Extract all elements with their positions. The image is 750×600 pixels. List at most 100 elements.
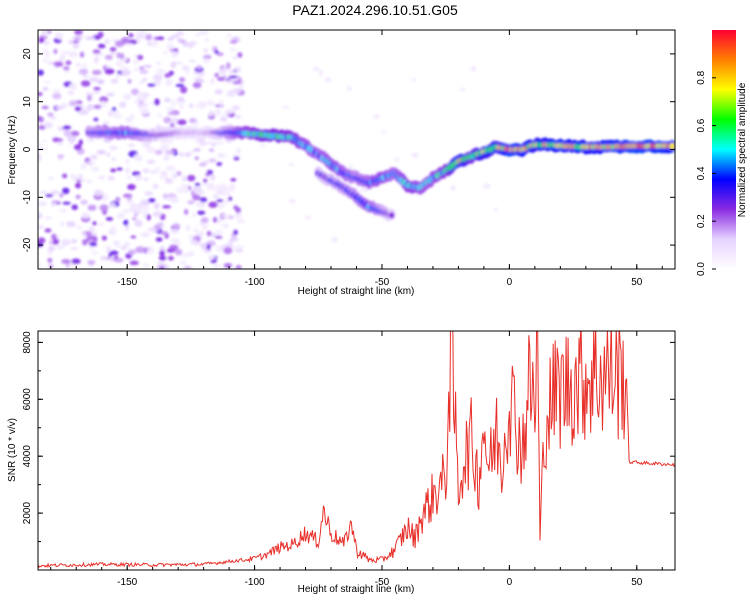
noise-speckle bbox=[110, 79, 119, 84]
noise-speckle bbox=[135, 174, 143, 181]
noise-speckle bbox=[411, 77, 416, 82]
noise-speckle bbox=[187, 174, 196, 182]
noise-speckle bbox=[93, 87, 101, 91]
noise-speckle bbox=[150, 40, 159, 48]
noise-speckle bbox=[177, 96, 185, 102]
noise-speckle bbox=[214, 49, 219, 54]
noise-speckle bbox=[170, 50, 179, 58]
y-tick-label: 8000 bbox=[22, 331, 33, 354]
noise-speckle bbox=[58, 208, 68, 213]
noise-speckle bbox=[116, 52, 122, 59]
x-tick-label: -150 bbox=[117, 277, 137, 288]
noise-speckle bbox=[167, 255, 174, 261]
noise-speckle bbox=[38, 212, 43, 220]
noise-speckle bbox=[194, 33, 201, 38]
noise-speckle bbox=[103, 38, 111, 45]
noise-speckle bbox=[43, 50, 51, 58]
noise-speckle bbox=[106, 92, 115, 97]
noise-speckle bbox=[141, 141, 148, 146]
heatmap-x-axis-label: Height of straight line (km) bbox=[298, 286, 415, 297]
noise-speckle bbox=[146, 248, 155, 255]
noise-speckle bbox=[93, 189, 103, 197]
snr-y-axis-label: SNR (10 * v/v) bbox=[7, 418, 18, 482]
noise-speckle bbox=[215, 188, 220, 196]
ridge-cell bbox=[669, 142, 675, 150]
noise-speckle bbox=[129, 260, 139, 266]
noise-speckle bbox=[233, 205, 238, 210]
noise-speckle bbox=[67, 135, 77, 143]
noise-speckle bbox=[78, 139, 83, 146]
noise-speckle bbox=[123, 219, 129, 226]
noise-speckle bbox=[110, 226, 117, 233]
noise-speckle bbox=[208, 201, 218, 208]
noise-speckle bbox=[185, 68, 190, 75]
noise-speckle bbox=[82, 75, 90, 79]
noise-speckle bbox=[210, 232, 216, 238]
noise-speckle bbox=[115, 73, 121, 80]
noise-speckle bbox=[122, 209, 130, 213]
noise-speckle bbox=[189, 43, 194, 49]
noise-speckle bbox=[111, 157, 117, 161]
colorbar-tick-label: 0.2 bbox=[696, 214, 707, 228]
noise-speckle bbox=[38, 125, 46, 130]
noise-speckle bbox=[206, 230, 212, 237]
noise-speckle bbox=[142, 77, 148, 82]
noise-speckle bbox=[192, 82, 202, 89]
noise-speckle bbox=[62, 173, 68, 179]
noise-speckle bbox=[42, 139, 47, 143]
noise-speckle bbox=[81, 212, 90, 219]
noise-speckle bbox=[197, 210, 206, 215]
noise-speckle bbox=[38, 142, 42, 147]
noise-speckle bbox=[232, 56, 238, 60]
noise-speckle bbox=[153, 202, 160, 210]
noise-speckle bbox=[282, 105, 290, 109]
noise-speckle bbox=[170, 228, 179, 234]
noise-speckle bbox=[213, 264, 222, 268]
noise-speckle bbox=[97, 43, 106, 49]
noise-speckle bbox=[179, 104, 184, 109]
ridge-cell bbox=[388, 212, 395, 219]
noise-speckle bbox=[165, 178, 174, 184]
x-tick-label: -100 bbox=[245, 277, 265, 288]
noise-speckle bbox=[159, 250, 165, 257]
noise-speckle bbox=[78, 174, 84, 180]
noise-speckle bbox=[236, 219, 246, 224]
noise-speckle bbox=[63, 66, 70, 71]
noise-speckle bbox=[171, 34, 179, 39]
noise-speckle bbox=[233, 245, 242, 252]
noise-speckle bbox=[62, 125, 72, 130]
noise-speckle bbox=[188, 103, 194, 109]
noise-speckle bbox=[79, 178, 86, 182]
noise-speckle bbox=[104, 68, 115, 75]
noise-speckle bbox=[175, 83, 185, 88]
noise-speckle bbox=[41, 105, 49, 110]
noise-speckle bbox=[233, 156, 240, 161]
noise-speckle bbox=[142, 211, 148, 218]
noise-speckle bbox=[89, 242, 97, 247]
noise-speckle bbox=[109, 145, 119, 151]
noise-speckle bbox=[128, 33, 134, 38]
noise-speckle bbox=[194, 120, 199, 126]
noise-speckle bbox=[152, 211, 162, 218]
noise-speckle bbox=[44, 80, 51, 85]
noise-speckle bbox=[38, 262, 42, 267]
noise-speckle bbox=[106, 152, 111, 157]
noise-speckle bbox=[59, 221, 65, 227]
noise-speckle bbox=[228, 238, 234, 243]
noise-speckle bbox=[109, 202, 117, 208]
snr-series-line bbox=[38, 331, 675, 568]
noise-speckle bbox=[234, 115, 242, 119]
noise-speckle bbox=[193, 71, 198, 75]
noise-speckle bbox=[202, 58, 211, 64]
noise-speckle bbox=[215, 141, 225, 145]
noise-speckle bbox=[220, 118, 228, 122]
noise-speckle bbox=[216, 162, 223, 166]
noise-speckle bbox=[194, 156, 199, 160]
noise-speckle bbox=[196, 201, 206, 208]
noise-speckle bbox=[127, 183, 136, 191]
noise-speckle bbox=[169, 62, 177, 68]
noise-speckle bbox=[198, 230, 204, 237]
noise-speckle bbox=[129, 203, 138, 210]
noise-speckle bbox=[132, 217, 137, 221]
